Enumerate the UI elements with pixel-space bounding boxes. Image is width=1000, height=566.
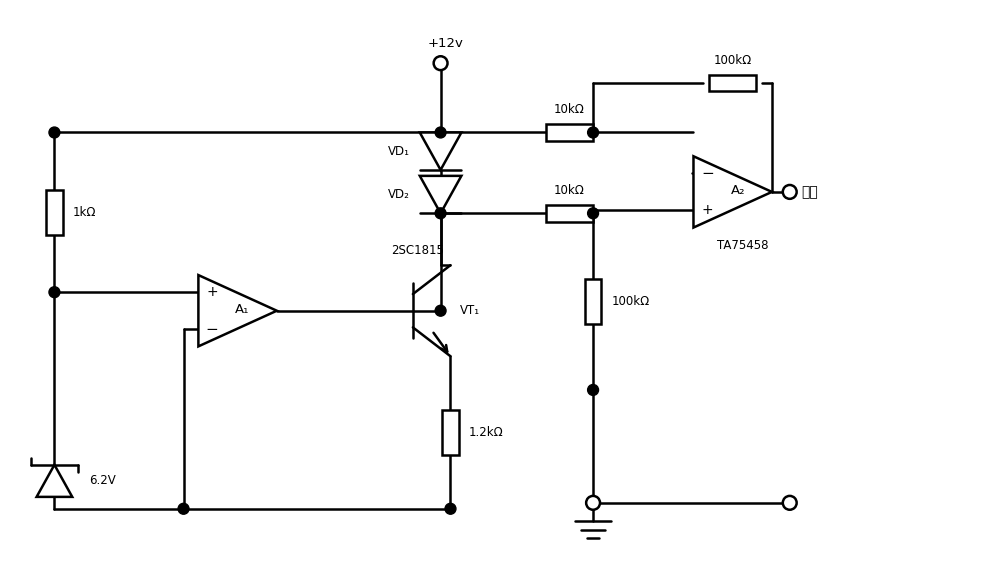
Polygon shape [420, 132, 461, 170]
Text: 2SC1815: 2SC1815 [391, 245, 444, 258]
Circle shape [49, 287, 60, 298]
Polygon shape [198, 275, 277, 346]
Bar [709, 75, 756, 91]
Bar [442, 410, 459, 455]
Circle shape [588, 127, 599, 138]
Bar [46, 190, 63, 235]
Text: VD₁: VD₁ [388, 145, 410, 158]
Circle shape [435, 127, 446, 138]
Text: −: − [701, 166, 714, 181]
Circle shape [178, 503, 189, 514]
Polygon shape [693, 156, 772, 228]
Circle shape [783, 496, 797, 510]
Circle shape [49, 127, 60, 138]
Circle shape [783, 185, 797, 199]
Circle shape [586, 496, 600, 510]
Bar [585, 279, 601, 324]
Text: 1kΩ: 1kΩ [73, 206, 96, 219]
Bar [546, 124, 593, 141]
Text: VT₁: VT₁ [460, 305, 481, 317]
Text: VD₂: VD₂ [388, 188, 410, 201]
Circle shape [588, 384, 599, 396]
Text: +: + [206, 285, 218, 299]
Circle shape [588, 208, 599, 218]
Bar [546, 205, 593, 222]
Text: 10kΩ: 10kΩ [554, 103, 585, 116]
Text: 输出: 输出 [802, 185, 818, 199]
Polygon shape [37, 465, 72, 497]
Text: A₁: A₁ [235, 303, 250, 316]
Text: TA75458: TA75458 [717, 239, 768, 252]
Text: 10kΩ: 10kΩ [554, 184, 585, 197]
Text: 1.2kΩ: 1.2kΩ [469, 426, 504, 439]
Text: 100kΩ: 100kΩ [611, 295, 650, 308]
Text: +12v: +12v [428, 37, 463, 50]
Circle shape [445, 503, 456, 514]
Text: +: + [702, 203, 713, 217]
Circle shape [434, 56, 448, 70]
Text: −: − [206, 321, 219, 337]
Polygon shape [420, 176, 461, 213]
Circle shape [435, 208, 446, 218]
Circle shape [435, 305, 446, 316]
Text: 6.2V: 6.2V [89, 474, 116, 487]
Text: 100kΩ: 100kΩ [714, 54, 752, 67]
Text: A₂: A₂ [730, 185, 745, 198]
